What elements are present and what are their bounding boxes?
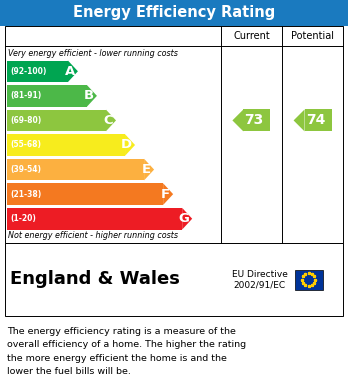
- Bar: [243, 109, 270, 131]
- Polygon shape: [68, 61, 78, 82]
- Text: C: C: [103, 114, 113, 127]
- Text: (69-80): (69-80): [10, 116, 41, 125]
- Bar: [295, 269, 323, 289]
- Text: EU Directive: EU Directive: [232, 270, 288, 279]
- Text: G: G: [178, 212, 189, 225]
- Text: (1-20): (1-20): [10, 214, 36, 223]
- Text: Current: Current: [233, 31, 270, 41]
- Polygon shape: [144, 159, 154, 180]
- Polygon shape: [125, 134, 135, 156]
- Polygon shape: [182, 208, 192, 230]
- Bar: [304, 109, 332, 131]
- Bar: [0, 0, 348, 26]
- Text: B: B: [84, 90, 94, 102]
- Polygon shape: [87, 85, 97, 107]
- Text: (81-91): (81-91): [10, 91, 41, 100]
- Text: (55-68): (55-68): [10, 140, 41, 149]
- Polygon shape: [106, 109, 116, 131]
- Text: (21-38): (21-38): [10, 190, 41, 199]
- Text: E: E: [142, 163, 151, 176]
- Text: D: D: [121, 138, 132, 151]
- Text: 73: 73: [245, 113, 264, 127]
- Bar: [5, 26, 343, 243]
- Text: 2002/91/EC: 2002/91/EC: [234, 280, 286, 289]
- Bar: [5, 243, 343, 316]
- Polygon shape: [163, 183, 173, 205]
- Bar: [7, 159, 144, 180]
- Polygon shape: [232, 109, 243, 131]
- Text: England & Wales: England & Wales: [10, 271, 180, 289]
- Bar: [7, 208, 182, 230]
- Text: (92-100): (92-100): [10, 67, 46, 76]
- Bar: [7, 109, 106, 131]
- Text: Energy Efficiency Rating: Energy Efficiency Rating: [73, 5, 275, 20]
- Bar: [7, 183, 163, 205]
- Text: 74: 74: [306, 113, 325, 127]
- Text: (39-54): (39-54): [10, 165, 41, 174]
- Bar: [7, 85, 87, 107]
- Text: Potential: Potential: [291, 31, 334, 41]
- Text: A: A: [65, 65, 75, 78]
- Polygon shape: [294, 109, 304, 131]
- Bar: [7, 134, 125, 156]
- Bar: [7, 61, 68, 82]
- Text: The energy efficiency rating is a measure of the
overall efficiency of a home. T: The energy efficiency rating is a measur…: [7, 327, 246, 376]
- Text: Very energy efficient - lower running costs: Very energy efficient - lower running co…: [8, 49, 178, 58]
- Text: Not energy efficient - higher running costs: Not energy efficient - higher running co…: [8, 231, 178, 240]
- Text: F: F: [161, 188, 170, 201]
